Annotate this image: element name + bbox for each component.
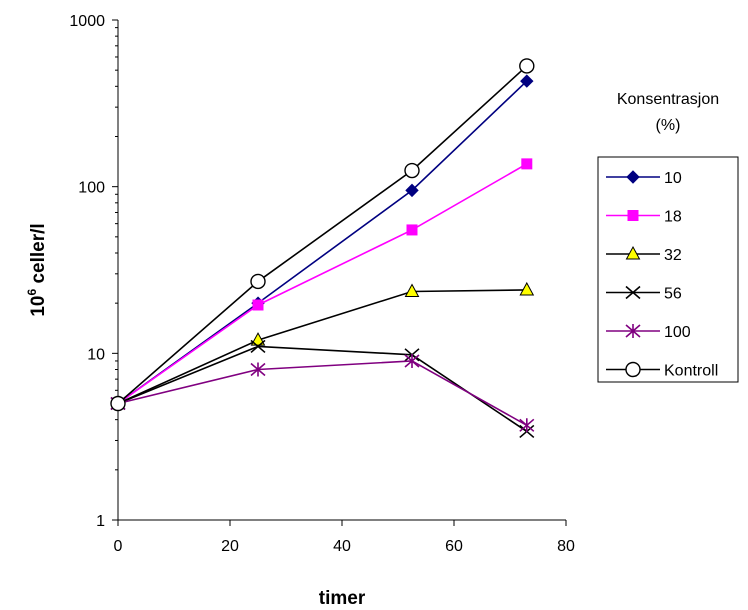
y-tick-label: 1 <box>96 513 105 530</box>
series-line-100 <box>117 360 528 426</box>
data-point-56 <box>250 339 266 354</box>
data-point-18 <box>521 158 533 170</box>
x-tick-label: 20 <box>221 538 239 555</box>
series-line-Kontroll <box>117 65 528 405</box>
legend-marker <box>625 324 641 338</box>
data-point-100 <box>519 418 535 433</box>
legend-item-100: 100 <box>606 324 691 341</box>
legend-title-line1: Konsentrasjon <box>617 91 719 108</box>
legend-label: 32 <box>664 247 682 264</box>
series-18 <box>112 158 533 410</box>
legend-label: 18 <box>664 209 682 226</box>
y-tick-label: 10 <box>87 346 105 363</box>
series-100 <box>110 353 535 433</box>
y-tick-label: 1000 <box>69 13 105 30</box>
legend-item-32: 32 <box>606 245 682 264</box>
legend-item-Kontroll: Kontroll <box>606 361 718 380</box>
data-point-Kontroll <box>110 395 126 412</box>
x-tick-label: 60 <box>445 538 463 555</box>
legend-label: 56 <box>664 286 682 303</box>
axes <box>112 19 567 526</box>
legend-marker <box>627 210 639 221</box>
series-line-32 <box>117 289 527 405</box>
x-tick-label: 40 <box>333 538 351 555</box>
data-point-10 <box>405 183 419 198</box>
legend-title-line2: (%) <box>656 117 681 134</box>
series-10 <box>111 74 534 411</box>
x-tick-label: 0 <box>114 538 123 555</box>
data-point-Kontroll <box>519 58 535 74</box>
data-point-10 <box>520 74 534 88</box>
data-point-100 <box>250 362 266 377</box>
data-point-32 <box>519 281 535 296</box>
legend: 10 18 32 56 100 Kontroll <box>597 156 739 383</box>
data-point-Kontroll <box>404 162 420 179</box>
legend-marker <box>625 245 641 260</box>
data-point-18 <box>252 299 264 311</box>
series-Kontroll <box>110 58 535 412</box>
series-line-18 <box>117 163 528 405</box>
legend-box <box>597 156 739 383</box>
data-point-32 <box>404 283 420 297</box>
legend-item-10: 10 <box>606 170 682 187</box>
legend-marker <box>625 285 641 300</box>
legend-label: 10 <box>664 170 682 187</box>
y-tick-label: 100 <box>78 180 105 197</box>
legend-marker <box>625 361 641 378</box>
legend-label: Kontroll <box>664 363 718 380</box>
y-axis-title: 106 celler/l <box>25 223 49 316</box>
x-axis-title: timer <box>319 588 366 609</box>
tick-labels: 0 20 40 60 80 1 10 100 1000 <box>69 13 575 555</box>
data-point-Kontroll <box>250 273 266 290</box>
data-point-18 <box>406 224 418 236</box>
data-point-100 <box>404 353 420 368</box>
series-group <box>110 58 535 439</box>
legend-item-18: 18 <box>606 209 682 226</box>
x-tick-label: 80 <box>557 538 575 555</box>
series-line-10 <box>117 80 528 405</box>
legend-marker <box>626 170 640 184</box>
legend-label: 100 <box>664 324 691 341</box>
data-point-32 <box>250 332 266 346</box>
legend-item-56: 56 <box>606 286 682 303</box>
